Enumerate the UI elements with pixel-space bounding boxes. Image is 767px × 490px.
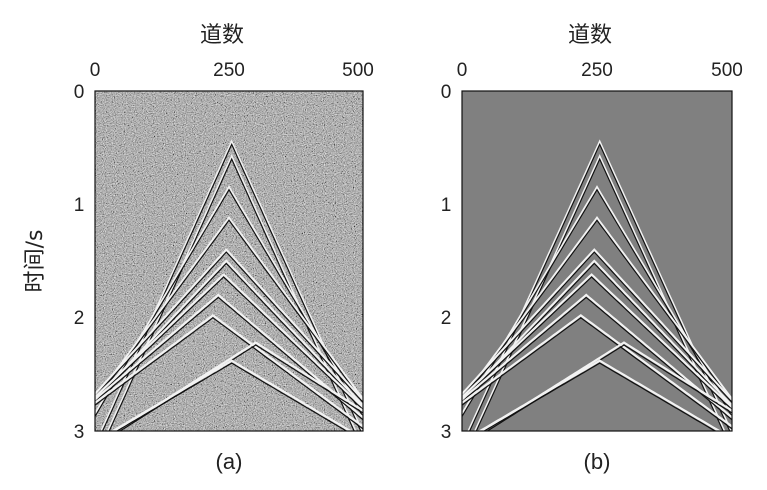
panel-a: 道数 0 250 500 0 1 2 3 时间/s (a)	[23, 23, 374, 474]
panel-a-xtick-0: 0	[90, 60, 101, 81]
panel-b-xtick-1: 250	[581, 60, 613, 81]
panel-a-plot-area	[95, 91, 363, 431]
panel-a-noise	[95, 91, 363, 431]
event-9-dark	[462, 317, 732, 430]
event-7-dark	[95, 276, 363, 411]
panel-b-yticks: 0 1 2 3	[441, 82, 452, 443]
panel-b-ytick-1: 1	[441, 195, 452, 216]
event-7-bright	[95, 273, 363, 408]
event-9-bright	[95, 314, 363, 428]
panel-a-ylabel: 时间/s	[23, 230, 48, 293]
event-4-dark	[462, 219, 732, 403]
panel-a-ytick-2: 2	[74, 308, 85, 329]
panel-b-caption: (b)	[584, 449, 611, 474]
panel-a-yticks: 0 1 2 3	[74, 82, 85, 443]
event-5-dark	[462, 251, 732, 403]
panel-a-xtick-2: 500	[342, 60, 374, 81]
event-4-dark	[95, 219, 363, 403]
event-9-bright	[462, 314, 732, 428]
event-6-bright	[95, 259, 363, 407]
panel-b-events	[462, 139, 732, 431]
panel-b-ytick-2: 2	[441, 308, 452, 329]
panel-b-xtick-0: 0	[457, 60, 468, 81]
event-11-bright	[477, 359, 722, 431]
event-8-bright	[462, 293, 732, 419]
panel-a-xtick-1: 250	[213, 60, 245, 81]
event-11-dark	[483, 362, 717, 431]
panel-a-ytick-1: 1	[74, 195, 85, 216]
event-5-dark	[95, 251, 363, 403]
panel-a-xticks: 0 250 500	[90, 60, 374, 81]
panel-b-xtick-2: 500	[711, 60, 743, 81]
panel-a-ytick-0: 0	[74, 82, 85, 103]
event-4-bright	[462, 216, 732, 400]
panel-b-frame	[461, 90, 733, 432]
event-9-dark	[95, 317, 363, 430]
event-5-bright	[462, 248, 732, 401]
panel-b-ytick-3: 3	[441, 422, 452, 443]
event-11-dark	[115, 362, 348, 431]
event-6-bright	[462, 259, 732, 407]
panel-a-caption: (a)	[216, 449, 243, 474]
event-7-dark	[462, 276, 732, 411]
event-11-bright	[110, 359, 353, 431]
panel-a-events	[95, 139, 363, 431]
panel-a-frame	[94, 90, 364, 432]
event-5-bright	[95, 248, 363, 401]
event-7-bright	[462, 273, 732, 408]
panel-a-ytick-3: 3	[74, 422, 85, 443]
panel-b: 道数 0 250 500 0 1 2 3 (b)	[441, 23, 743, 474]
panel-b-plot-area	[462, 91, 732, 431]
panel-b-xlabel: 道数	[568, 23, 612, 48]
panel-a-xlabel: 道数	[200, 23, 244, 48]
panel-b-xticks: 0 250 500	[457, 60, 743, 81]
panel-b-ytick-0: 0	[441, 82, 452, 103]
event-4-bright	[95, 216, 363, 400]
panel-b-background	[462, 91, 732, 431]
event-8-bright	[95, 293, 363, 419]
